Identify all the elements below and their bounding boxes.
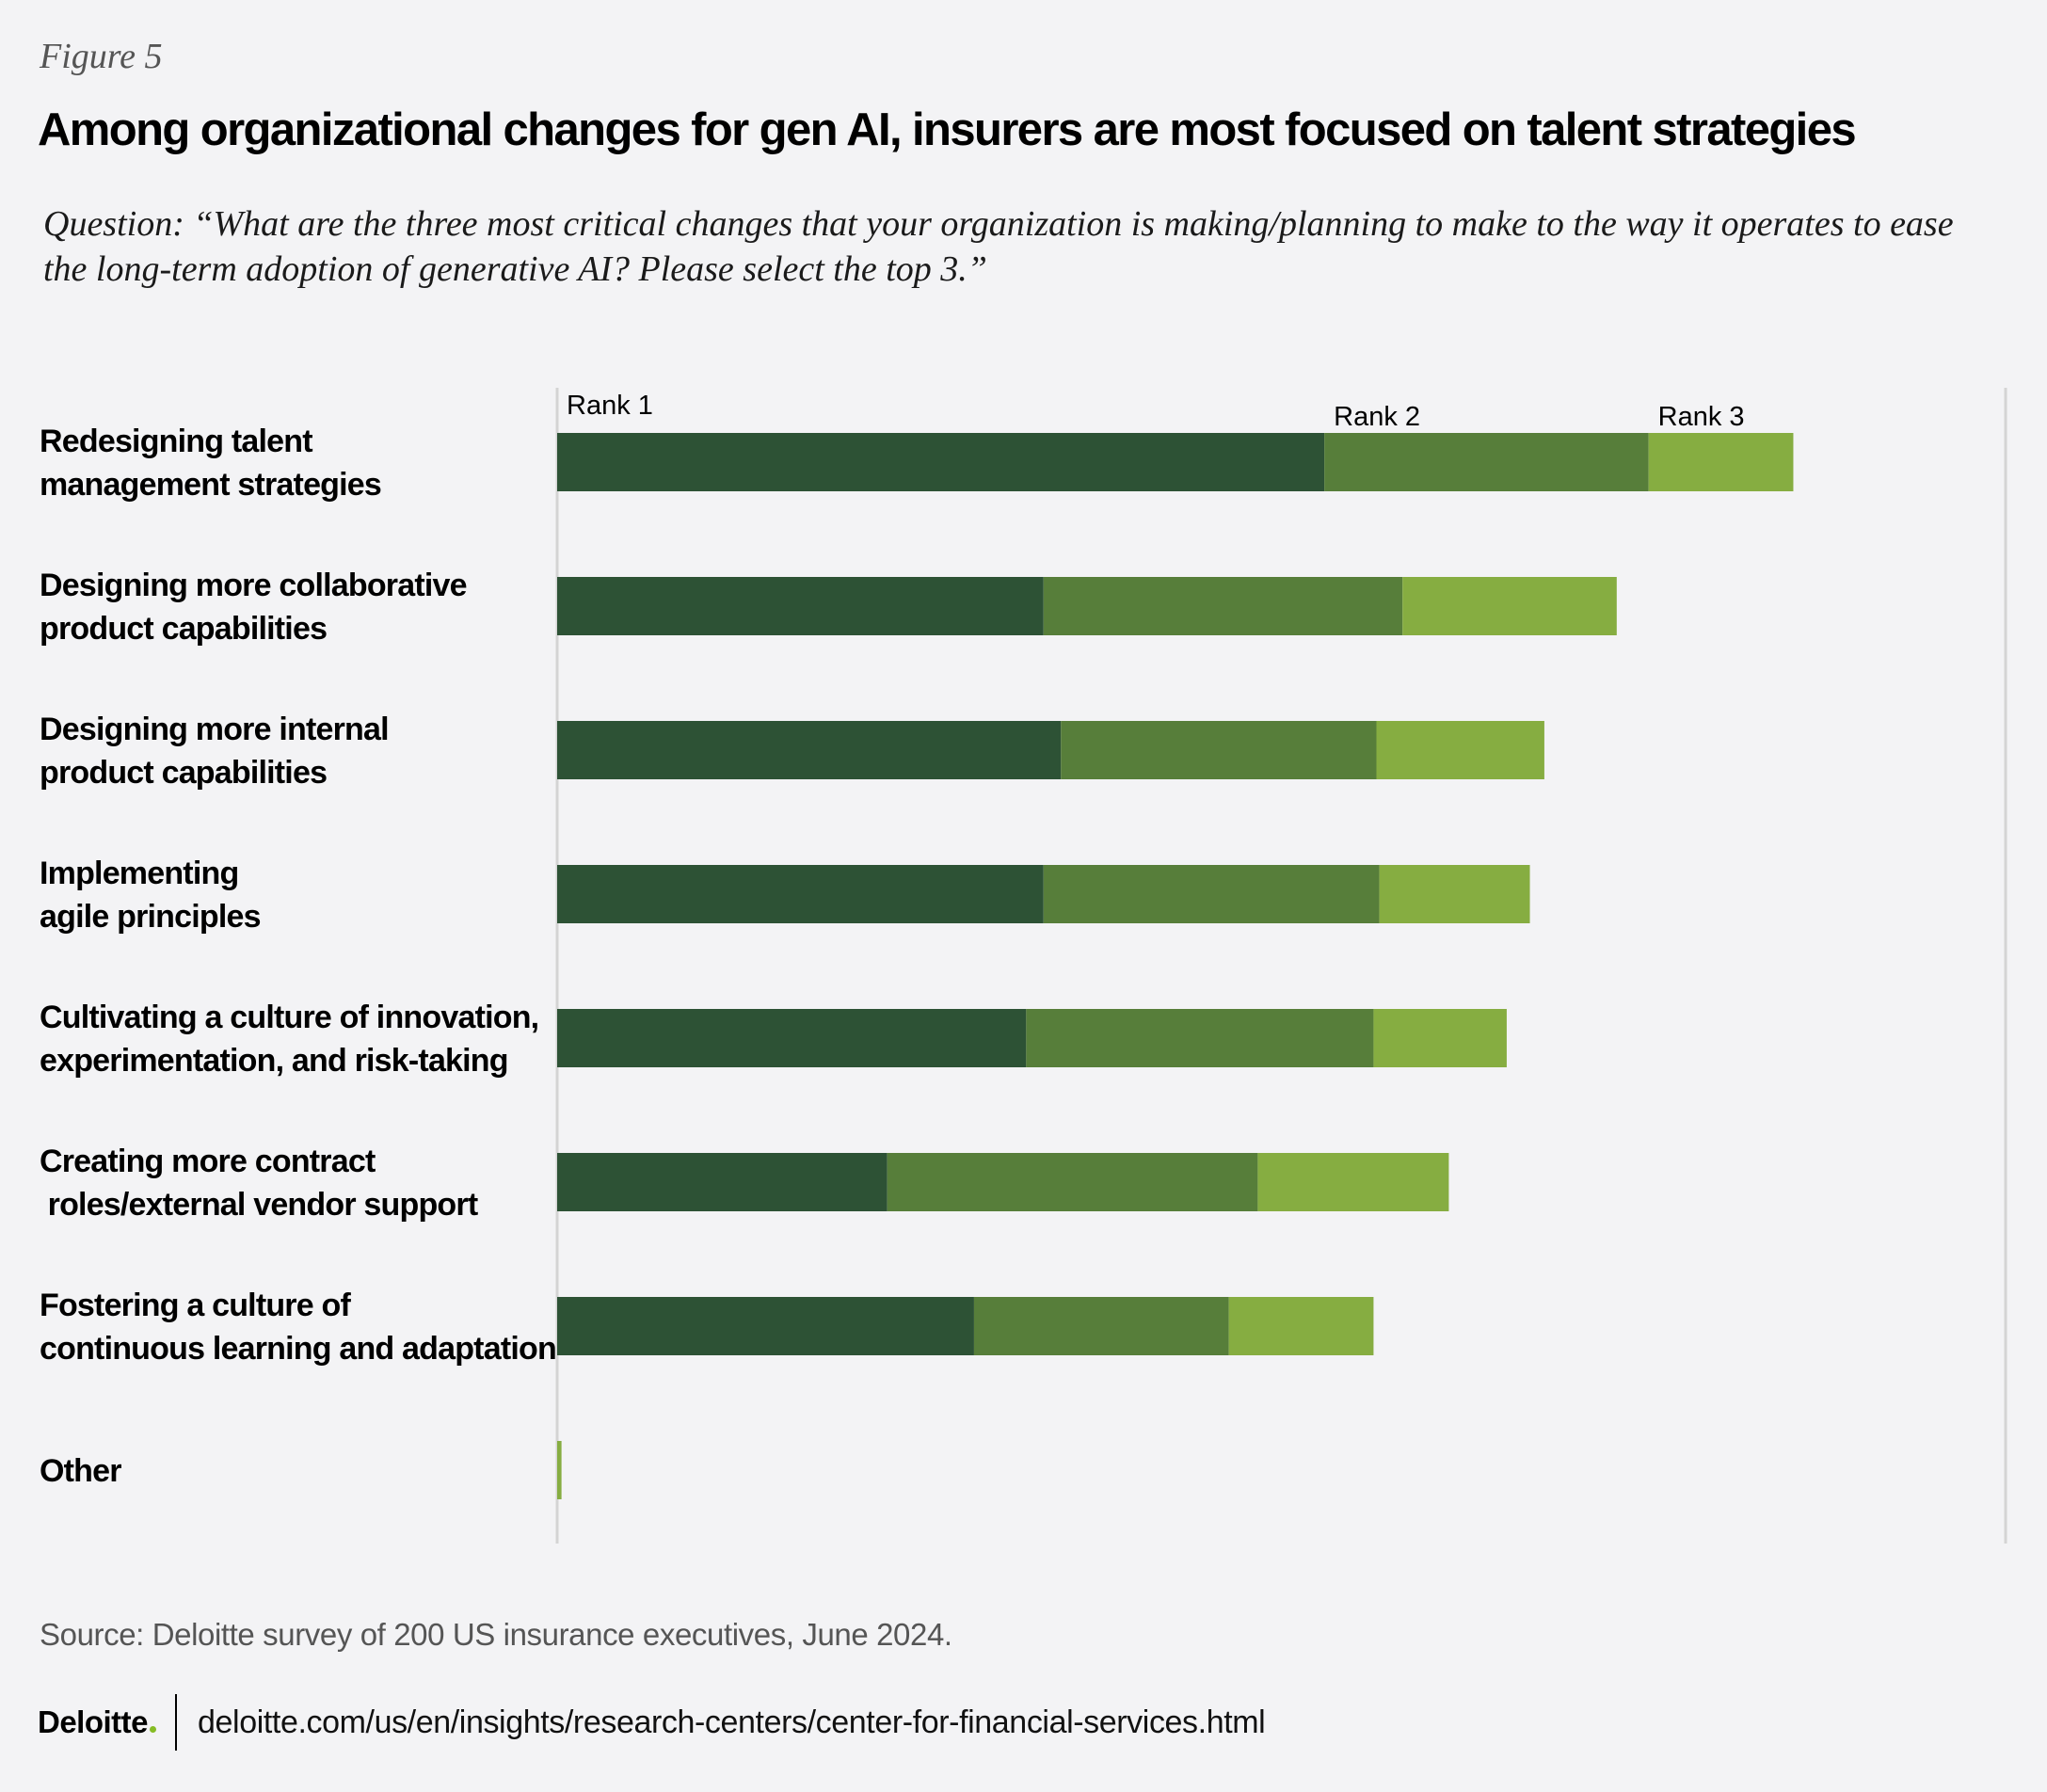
category-label-line: Fostering a culture of bbox=[40, 1288, 351, 1323]
source-note: Source: Deloitte survey of 200 US insura… bbox=[40, 1617, 952, 1652]
bar-segment-rank-1 bbox=[557, 1009, 1027, 1067]
category-label: Redesigning talent management strategies bbox=[40, 424, 381, 503]
deloitte-logo: Deloitte bbox=[38, 1704, 157, 1740]
bar-segment-rank-3 bbox=[1402, 577, 1617, 635]
category-label: Creating more contract roles/external ve… bbox=[40, 1144, 478, 1223]
category-label-line: roles/external vendor support bbox=[40, 1187, 478, 1223]
figure-label: Figure 5 bbox=[40, 37, 163, 76]
bar-segment-rank-2 bbox=[887, 1153, 1258, 1211]
category-label-line: Creating more contract bbox=[40, 1144, 376, 1179]
bar-segment-rank-2 bbox=[1026, 1009, 1374, 1067]
category-label-line: continuous learning and adaptation bbox=[40, 1331, 556, 1367]
bar-segment-rank-1 bbox=[557, 1297, 974, 1355]
category-label-line: Other bbox=[40, 1453, 121, 1489]
bar-segment-rank-3 bbox=[1373, 1009, 1507, 1067]
category-label-line: agile principles bbox=[40, 899, 261, 935]
bar-segment-rank-3 bbox=[557, 1441, 562, 1499]
category-label-line: Designing more internal bbox=[40, 712, 389, 747]
bar-segment-rank-1 bbox=[557, 433, 1325, 491]
bar-segment-rank-2 bbox=[1043, 577, 1403, 635]
category-label-line: product capabilities bbox=[40, 611, 327, 647]
category-label: Cultivating a culture of innovation, expe… bbox=[40, 1000, 538, 1079]
legend-label-rank-1: Rank 1 bbox=[567, 391, 653, 421]
bar-segment-rank-2 bbox=[973, 1297, 1229, 1355]
category-label-line: Redesigning talent bbox=[40, 424, 312, 459]
bar-segment-rank-2 bbox=[1061, 721, 1377, 779]
category-label-line: Implementing bbox=[40, 856, 238, 891]
bar-segment-rank-1 bbox=[557, 721, 1062, 779]
bar-segment-rank-3 bbox=[1379, 865, 1530, 923]
bar-segment-rank-2 bbox=[1324, 433, 1649, 491]
brand-text: Deloitte bbox=[38, 1704, 149, 1739]
bar-segment-rank-3 bbox=[1376, 721, 1544, 779]
category-label-line: management strategies bbox=[40, 467, 381, 503]
category-label-line: Cultivating a culture of innovation, bbox=[40, 1000, 538, 1035]
footer-divider bbox=[175, 1694, 178, 1751]
bar-segment-rank-3 bbox=[1648, 433, 1794, 491]
bar-segment-rank-1 bbox=[557, 865, 1044, 923]
survey-question: Question: “What are the three most criti… bbox=[43, 204, 1954, 289]
footer: Deloitte deloitte.com/us/en/insights/res… bbox=[38, 1694, 1266, 1751]
category-label: Fostering a culture of continuous learnin… bbox=[40, 1288, 556, 1367]
legend-label-rank-3: Rank 3 bbox=[1658, 402, 1745, 432]
category-label: Other bbox=[40, 1453, 121, 1489]
bar-segment-rank-3 bbox=[1228, 1297, 1374, 1355]
bar-segment-rank-1 bbox=[557, 1153, 888, 1211]
category-label-line: product capabilities bbox=[40, 755, 327, 791]
category-label-line: experimentation, and risk-taking bbox=[40, 1043, 508, 1079]
category-label: Designing more collaborative product capa… bbox=[40, 568, 467, 647]
footer-url[interactable]: deloitte.com/us/en/insights/research-cen… bbox=[198, 1704, 1266, 1740]
category-label: Designing more internal product capabilit… bbox=[40, 712, 389, 791]
bar-segment-rank-3 bbox=[1257, 1153, 1449, 1211]
chart: Redesigning talent management strategiesR… bbox=[40, 388, 2007, 1544]
bar-segment-rank-1 bbox=[557, 577, 1044, 635]
legend-label-rank-2: Rank 2 bbox=[1334, 402, 1420, 432]
bar-segment-rank-2 bbox=[1043, 865, 1380, 923]
category-label-line: Designing more collaborative bbox=[40, 568, 467, 603]
chart-title: Among organizational changes for gen AI,… bbox=[38, 104, 1857, 155]
brand-dot-icon bbox=[150, 1726, 157, 1733]
category-label: Implementing agile principles bbox=[40, 856, 261, 935]
